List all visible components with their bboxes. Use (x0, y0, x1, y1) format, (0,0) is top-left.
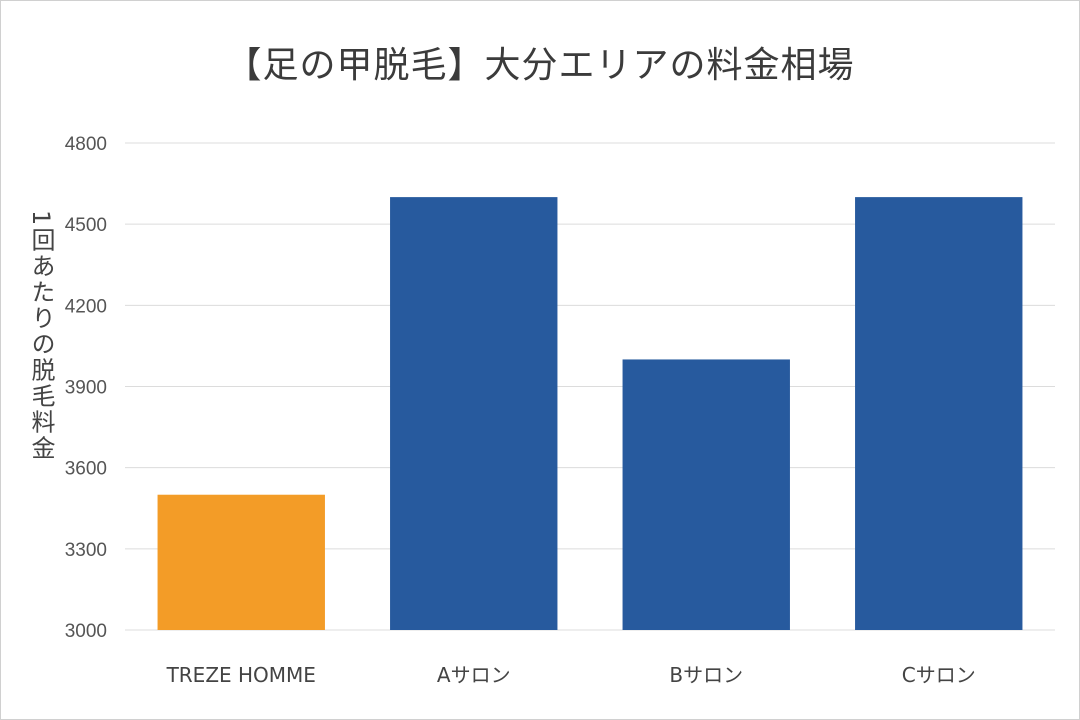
y-tick-label: 4800 (65, 134, 107, 155)
x-category-label: Cサロン (902, 663, 976, 687)
bar-2 (622, 359, 790, 630)
bars (157, 197, 1023, 630)
y-tick-label: 3300 (65, 540, 107, 561)
x-axis-categories: TREZE HOMME Aサロン Bサロン Cサロン (166, 663, 976, 687)
bar-1 (390, 197, 558, 630)
y-tick-label: 4500 (65, 215, 107, 236)
y-tick-label: 3000 (65, 621, 107, 642)
y-axis-ticks: 3000 3300 3600 3900 4200 4500 4800 (65, 134, 107, 642)
y-tick-label: 3900 (65, 378, 107, 399)
y-axis-label: 1回あたりの脱毛料金 (27, 210, 55, 462)
x-category-label: TREZE HOMME (166, 663, 316, 687)
x-category-label: Aサロン (437, 663, 511, 687)
bar-0 (157, 494, 325, 630)
y-tick-label: 3600 (65, 459, 107, 480)
x-category-label: Bサロン (669, 663, 743, 687)
bar-3 (855, 197, 1023, 630)
chart-title: 【足の甲脱毛】大分エリアの料金相場 (225, 45, 855, 86)
y-tick-label: 4200 (65, 296, 107, 317)
